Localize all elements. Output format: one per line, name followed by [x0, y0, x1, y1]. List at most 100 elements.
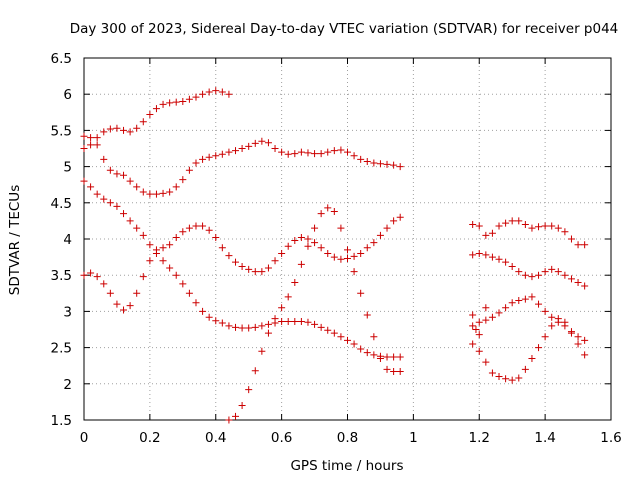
data-point: [278, 304, 286, 312]
data-point: [495, 373, 503, 381]
data-point: [238, 145, 246, 152]
data-point: [475, 222, 483, 230]
data-point: [561, 271, 569, 279]
axis-ticks: [83, 57, 612, 421]
data-point: [581, 241, 589, 249]
data-point: [93, 141, 101, 149]
data-markers: [80, 87, 589, 424]
data-point: [100, 280, 108, 288]
data-point: [574, 333, 582, 341]
data-point: [376, 160, 384, 168]
data-point: [554, 268, 562, 276]
y-tick-label: 6.5: [51, 51, 72, 67]
data-point: [469, 340, 477, 348]
data-point: [166, 99, 174, 107]
x-tick-label: 1.4: [534, 430, 555, 446]
data-series: [80, 213, 404, 314]
x-tick-label: 1: [409, 430, 418, 446]
data-point: [363, 349, 371, 357]
data-point: [574, 340, 582, 348]
data-point: [106, 166, 114, 174]
data-point: [344, 246, 351, 254]
data-point: [106, 125, 114, 133]
data-point: [337, 333, 345, 341]
data-point: [87, 141, 95, 149]
data-point: [548, 265, 556, 273]
data-point: [541, 222, 549, 230]
data-point: [120, 210, 128, 218]
data-point: [502, 375, 510, 383]
data-point: [166, 264, 174, 272]
data-point: [317, 150, 325, 158]
data-point: [264, 320, 272, 328]
data-series: [469, 293, 589, 344]
data-point: [324, 148, 332, 156]
data-point: [218, 88, 226, 96]
data-point: [232, 147, 240, 155]
data-point: [528, 293, 536, 301]
data-point: [218, 244, 226, 252]
data-point: [185, 95, 193, 103]
data-point: [350, 252, 358, 260]
data-point: [574, 278, 582, 286]
data-point: [324, 204, 332, 212]
data-point: [179, 97, 187, 105]
data-point: [383, 224, 391, 232]
data-point: [541, 333, 549, 341]
data-point: [284, 293, 292, 301]
data-point: [495, 309, 503, 317]
data-point: [245, 142, 253, 150]
data-point: [278, 148, 286, 156]
data-point: [567, 329, 575, 337]
data-point: [139, 273, 147, 281]
data-point: [218, 319, 226, 327]
data-point: [232, 323, 240, 331]
data-point: [383, 160, 391, 168]
data-point: [271, 315, 279, 323]
data-point: [297, 148, 305, 156]
data-point: [179, 280, 187, 288]
data-point: [113, 202, 121, 210]
data-point: [541, 307, 549, 315]
data-point: [291, 318, 299, 326]
data-point: [502, 304, 510, 312]
data-point: [192, 93, 200, 101]
data-point: [159, 100, 167, 108]
data-point: [370, 333, 378, 341]
data-point: [337, 224, 345, 232]
data-point: [357, 249, 365, 257]
data-point: [521, 221, 529, 229]
data-point: [80, 177, 88, 185]
y-tick-label: 2.5: [51, 341, 72, 357]
data-point: [139, 118, 147, 126]
data-point: [363, 311, 371, 319]
data-point: [87, 134, 95, 142]
data-point: [508, 263, 516, 271]
data-point: [337, 146, 345, 154]
data-point: [192, 299, 200, 307]
data-point: [199, 90, 207, 98]
y-tick-label: 1.5: [51, 413, 72, 429]
data-point: [80, 132, 88, 140]
data-point: [278, 249, 286, 257]
data-point: [245, 386, 253, 394]
data-series: [225, 204, 404, 424]
data-point: [390, 161, 398, 169]
data-point: [225, 252, 233, 260]
data-point: [278, 318, 286, 326]
data-point: [199, 155, 207, 163]
data-point: [488, 313, 496, 321]
data-point: [238, 263, 246, 271]
data-point: [205, 153, 213, 161]
data-point: [258, 347, 266, 355]
data-point: [528, 273, 536, 281]
data-point: [291, 278, 299, 286]
data-point: [311, 224, 319, 232]
data-point: [212, 152, 220, 160]
data-point: [350, 340, 358, 348]
data-point: [205, 226, 213, 234]
x-tick-label: 1.6: [600, 430, 621, 446]
data-point: [482, 251, 490, 259]
y-tick-label: 3: [63, 304, 72, 320]
data-point: [581, 282, 589, 290]
